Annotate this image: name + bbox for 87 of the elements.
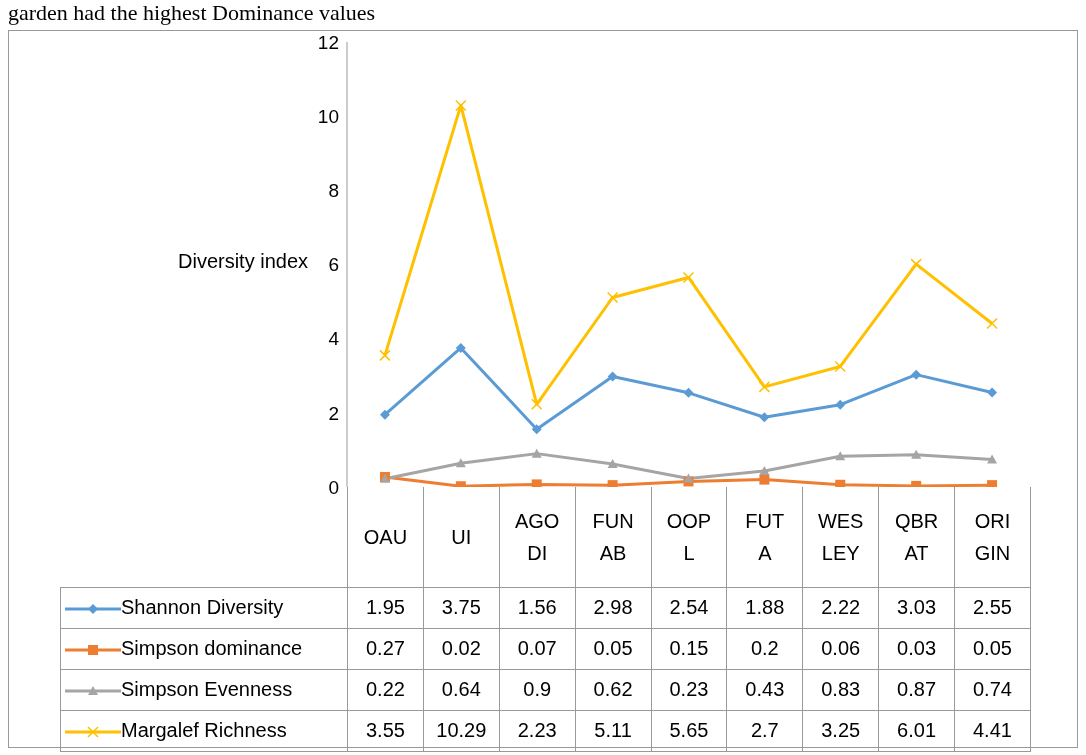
point (911, 369, 922, 380)
data-label: 2.98 (575, 587, 651, 628)
data-label: 0.23 (651, 669, 727, 710)
data-label: 0.87 (878, 669, 955, 710)
point (910, 258, 922, 270)
point (683, 387, 694, 398)
data-label: 10.29 (423, 710, 500, 751)
point (606, 291, 619, 304)
data-label: 0.83 (802, 669, 879, 710)
data-label: 0.03 (878, 628, 955, 669)
point (759, 466, 770, 476)
data-label: 1.95 (347, 587, 424, 628)
point (531, 424, 542, 435)
data-label: 6.01 (878, 710, 955, 751)
point (758, 381, 771, 393)
point (379, 409, 390, 420)
legend-label: Shannon Diversity (60, 587, 348, 628)
point (530, 398, 543, 411)
data-label: 5.11 (575, 710, 651, 751)
y-tick-label: 2 (328, 402, 339, 424)
x-tick-label: WESLEY (802, 487, 879, 587)
point (531, 448, 542, 458)
legend-label: Simpson Evenness (60, 669, 348, 710)
data-label: 0.02 (423, 628, 500, 669)
data-label: 4.41 (954, 710, 1031, 751)
data-label: 0.07 (499, 628, 576, 669)
data-label: 1.56 (499, 587, 576, 628)
point (835, 399, 846, 410)
data-label: 0.06 (802, 628, 879, 669)
y-tick-label: 4 (328, 328, 340, 350)
data-label: 0.15 (651, 628, 727, 669)
data-label: 0.43 (726, 669, 803, 710)
data-label: 2.23 (499, 710, 576, 751)
data-label: 3.25 (802, 710, 879, 751)
data-label: 0.64 (423, 669, 500, 710)
data-label: 2.55 (954, 587, 1031, 628)
x-tick-label: OAU (347, 487, 424, 587)
data-label: 3.03 (878, 587, 955, 628)
y-tick-label: 10 (317, 105, 339, 127)
data-label: 2.54 (651, 587, 727, 628)
data-label: 0.62 (575, 669, 651, 710)
data-label: 5.65 (651, 710, 727, 751)
point (835, 479, 846, 487)
data-label: 0.9 (499, 669, 576, 710)
data-label: 0.2 (726, 628, 803, 669)
point (455, 342, 466, 353)
point (455, 99, 467, 112)
point (682, 271, 695, 284)
y-tick-label: 8 (328, 180, 339, 202)
point (607, 371, 618, 382)
point (987, 387, 998, 398)
x-tick-label: AGODI (499, 487, 576, 587)
point (683, 473, 694, 483)
x-tick-label: ORIGIN (954, 487, 1031, 587)
point (986, 317, 998, 330)
data-label: 1.88 (726, 587, 803, 628)
x-tick-label: FUNAB (575, 487, 651, 587)
data-label: 2.22 (802, 587, 879, 628)
data-label: 2.7 (726, 710, 803, 751)
text: garden had the highest Dominance values (8, 0, 376, 26)
point (911, 449, 922, 459)
data-label: 0.05 (575, 628, 651, 669)
legend-label: Simpson dominance (60, 628, 348, 669)
x-tick-label: QBRAT (878, 487, 955, 587)
point (759, 412, 770, 423)
point (531, 479, 542, 487)
y-tick-label: 6 (328, 254, 339, 276)
x-tick-label: OOPL (651, 487, 727, 587)
y-tick-label: 0 (328, 476, 339, 498)
y-tick-label: 12 (317, 31, 339, 53)
point (835, 451, 846, 461)
data-label: 3.75 (423, 587, 500, 628)
x-tick-label: FUTA (726, 487, 803, 587)
x-tick-label: UI (423, 487, 500, 587)
point (759, 474, 770, 485)
data-label: 3.55 (347, 710, 424, 751)
legend-label: Margalef Richness (60, 710, 348, 751)
point (607, 459, 618, 469)
data-label: 0.22 (347, 669, 424, 710)
data-label: 0.05 (954, 628, 1031, 669)
point (379, 349, 391, 362)
point (455, 458, 466, 468)
data-label: 0.27 (347, 628, 424, 669)
point (987, 454, 998, 464)
y-axis-title: Diversity index (178, 250, 309, 273)
data-label: 0.74 (954, 669, 1031, 710)
point (834, 360, 847, 373)
